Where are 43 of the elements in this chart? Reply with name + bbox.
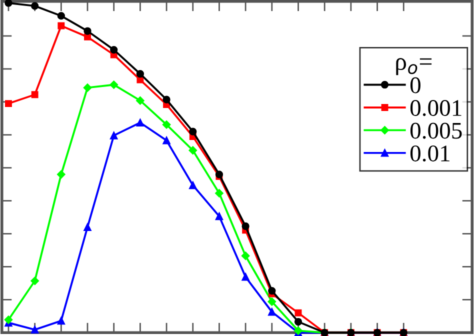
- point: [31, 326, 39, 334]
- legend-label: 0.001: [410, 100, 462, 116]
- point: [84, 27, 92, 35]
- point: [110, 80, 118, 89]
- legend-title: ρ$_{o}$=: [396, 58, 432, 76]
- legend-label: 0.01: [410, 146, 450, 162]
- point: [84, 223, 92, 231]
- point: [136, 118, 144, 126]
- point: [268, 308, 276, 316]
- point: [57, 12, 65, 20]
- point: [110, 46, 118, 54]
- point: [58, 22, 65, 30]
- legend-label: 0.005: [410, 122, 462, 139]
- point: [136, 70, 144, 78]
- point: [5, 100, 12, 108]
- point: [4, 316, 13, 324]
- point: [294, 318, 302, 326]
- point: [136, 76, 144, 84]
- point: [268, 298, 276, 306]
- point: [110, 132, 118, 140]
- point: [31, 91, 38, 98]
- point: [162, 120, 171, 129]
- point: [84, 33, 91, 40]
- point: [57, 316, 65, 325]
- point: [31, 2, 39, 10]
- point: [162, 136, 170, 144]
- point: [242, 273, 250, 281]
- point: [189, 181, 197, 190]
- point: [57, 170, 66, 179]
- point: [83, 84, 92, 92]
- point: [215, 212, 224, 220]
- point: [242, 222, 250, 230]
- point: [188, 146, 198, 154]
- point: [189, 128, 197, 136]
- point: [4, 0, 12, 7]
- point: [241, 252, 250, 260]
- point: [294, 309, 302, 316]
- point: [162, 96, 170, 104]
- point: [268, 286, 276, 295]
- point: [215, 189, 224, 198]
- point: [136, 96, 144, 105]
- point: [30, 276, 39, 286]
- legend-label: 0: [410, 77, 420, 94]
